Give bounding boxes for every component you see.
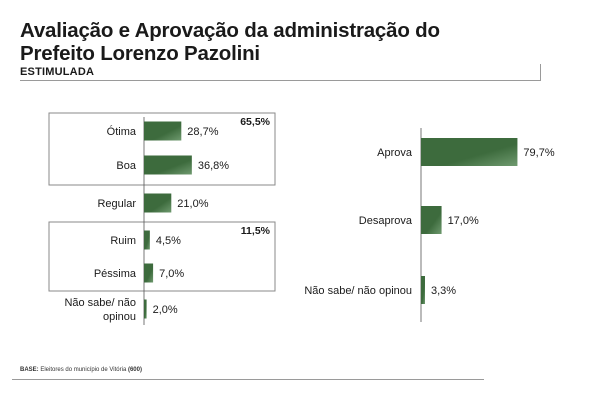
data-label: 3,3%: [431, 285, 456, 297]
data-label: 28,7%: [187, 126, 218, 138]
group-total-label: 11,5%: [241, 225, 271, 237]
group-box: [48, 112, 276, 186]
data-label: 4,5%: [156, 235, 181, 247]
data-label: 36,8%: [198, 160, 229, 172]
group-box: [48, 221, 276, 292]
category-label: Desaprova: [359, 215, 413, 227]
header-divider-tick: [540, 64, 541, 81]
base-text: Eleitores do município de Vitória: [40, 367, 127, 373]
bar: [421, 276, 425, 304]
category-label: Péssima: [94, 268, 137, 280]
category-label: Aprova: [377, 147, 413, 159]
data-label: 2,0%: [153, 304, 178, 316]
chart-subtitle: ESTIMULADA: [20, 66, 95, 78]
bar: [144, 230, 150, 250]
bar: [421, 206, 442, 234]
bar: [144, 299, 147, 319]
bar: [421, 138, 518, 166]
category-label: opinou: [103, 311, 136, 323]
header-divider: [20, 80, 540, 81]
category-label: Ótima: [107, 125, 137, 138]
base-note: BASE: Eleitores do município de Vitória …: [20, 367, 142, 373]
category-label: Boa: [116, 160, 136, 172]
bar: [144, 155, 192, 175]
chart-title: Avaliação e Aprovação da administração d…: [20, 19, 440, 65]
category-label: Ruim: [110, 235, 136, 247]
footer-divider: [12, 379, 484, 380]
base-label: BASE:: [20, 367, 39, 373]
category-label: Não sabe/ não: [64, 297, 136, 309]
group-total-label: 65,5%: [240, 116, 270, 128]
data-label: 7,0%: [159, 268, 184, 280]
bar: [144, 263, 154, 283]
bar: [144, 121, 182, 141]
category-label: Regular: [97, 198, 136, 210]
category-label: Não sabe/ não opinou: [304, 285, 412, 297]
bar: [144, 193, 172, 213]
base-count: (600): [127, 367, 142, 373]
data-label: 17,0%: [448, 215, 479, 227]
data-label: 21,0%: [177, 198, 208, 210]
data-label: 79,7%: [523, 147, 554, 159]
